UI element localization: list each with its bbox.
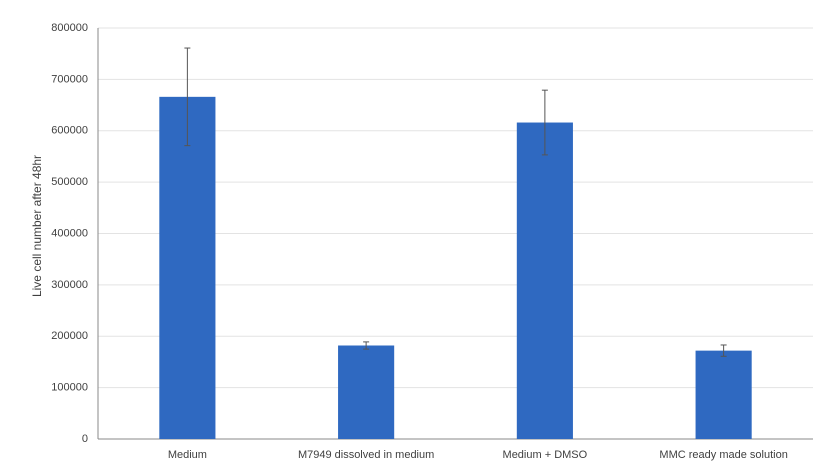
y-tick-label: 500000 xyxy=(51,176,88,188)
bar xyxy=(338,345,395,439)
y-axis-label: Live cell number after 48hr xyxy=(30,155,44,297)
bar xyxy=(695,350,752,439)
bar xyxy=(516,122,573,439)
x-tick-label: Medium xyxy=(168,449,207,461)
x-tick-label: M7949 dissolved in medium xyxy=(298,449,434,461)
y-tick-label: 0 xyxy=(82,433,88,445)
y-tick-label: 600000 xyxy=(51,125,88,137)
y-tick-label: 700000 xyxy=(51,73,88,85)
x-tick-label: Medium + DMSO xyxy=(503,449,588,461)
bar xyxy=(159,96,216,439)
y-tick-label: 400000 xyxy=(51,227,88,239)
y-tick-label: 800000 xyxy=(51,22,88,34)
y-tick-label: 200000 xyxy=(51,330,88,342)
y-tick-label: 300000 xyxy=(51,279,88,291)
x-tick-label: MMC ready made solution xyxy=(659,449,787,461)
y-tick-label: 100000 xyxy=(51,382,88,394)
